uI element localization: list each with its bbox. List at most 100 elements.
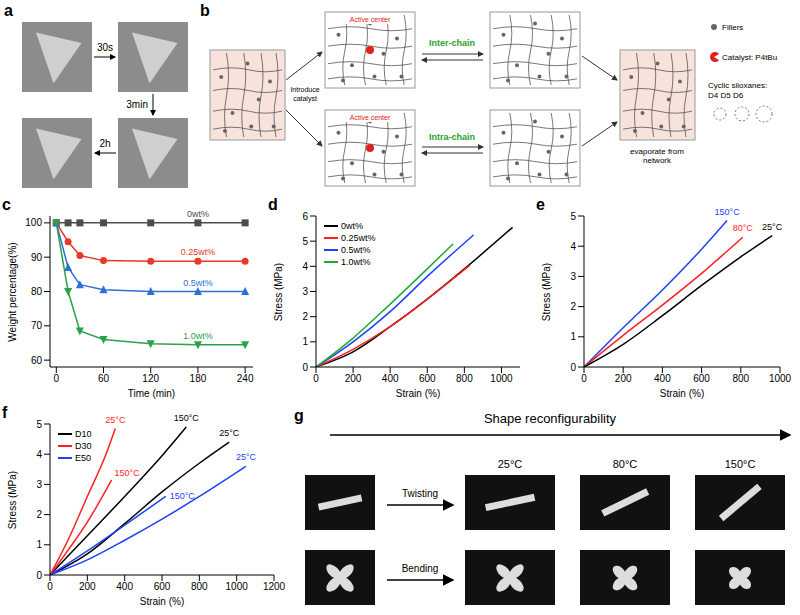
svg-text:70: 70 xyxy=(31,320,43,331)
svg-text:2h: 2h xyxy=(99,138,110,149)
svg-text:200: 200 xyxy=(615,373,632,384)
svg-text:D4 D5 D6: D4 D5 D6 xyxy=(708,91,744,100)
svg-text:5: 5 xyxy=(36,419,42,430)
svg-text:2: 2 xyxy=(36,509,42,520)
svg-text:0: 0 xyxy=(570,362,576,373)
svg-text:0wt%: 0wt% xyxy=(187,209,209,219)
svg-text:Shape reconfigurability: Shape reconfigurability xyxy=(484,411,617,426)
svg-text:Active center: Active center xyxy=(350,114,391,121)
svg-text:g: g xyxy=(294,407,304,424)
html-text:Stress (MPa): Stress (MPa) xyxy=(6,470,18,529)
svg-text:400: 400 xyxy=(654,373,671,384)
svg-text:catalyst: catalyst xyxy=(293,95,317,103)
svg-text:Twisting: Twisting xyxy=(402,488,438,499)
svg-text:0.25wt%: 0.25wt% xyxy=(181,247,216,257)
svg-text:25°C: 25°C xyxy=(762,222,783,232)
svg-text:25°C: 25°C xyxy=(219,428,240,438)
svg-text:1: 1 xyxy=(570,331,576,342)
svg-text:25°C: 25°C xyxy=(498,458,523,470)
svg-text:0: 0 xyxy=(581,373,587,384)
svg-text:Inter-chain: Inter-chain xyxy=(429,38,475,48)
html-text:D10: D10 xyxy=(75,429,92,439)
svg-text:0: 0 xyxy=(302,362,308,373)
svg-text:4: 4 xyxy=(302,261,308,272)
svg-text:60: 60 xyxy=(98,373,110,384)
svg-text:800: 800 xyxy=(732,373,749,384)
html-text:Time (min): Time (min) xyxy=(127,387,176,399)
html-text:Weight percentage(%): Weight percentage(%) xyxy=(6,241,18,342)
svg-text:80°C: 80°C xyxy=(613,458,638,470)
svg-text:2: 2 xyxy=(570,301,576,312)
svg-text:3min: 3min xyxy=(126,99,148,110)
svg-text:Bending: Bending xyxy=(402,563,439,574)
svg-text:120: 120 xyxy=(142,373,159,384)
svg-text:400: 400 xyxy=(382,373,399,384)
svg-text:0: 0 xyxy=(313,373,319,384)
svg-text:150°C: 150°C xyxy=(725,458,756,470)
html-text:1.0wt%: 1.0wt% xyxy=(341,257,371,267)
svg-text:3: 3 xyxy=(570,271,576,282)
svg-text:4: 4 xyxy=(570,241,576,252)
svg-text:150°C: 150°C xyxy=(170,491,196,501)
html-text:Stress (MPa): Stress (MPa) xyxy=(540,262,552,321)
svg-text:800: 800 xyxy=(191,581,208,592)
svg-text:150°C: 150°C xyxy=(715,207,741,217)
svg-text:network: network xyxy=(643,156,672,165)
svg-text:200: 200 xyxy=(345,373,362,384)
svg-text:3: 3 xyxy=(302,286,308,297)
svg-text:1000: 1000 xyxy=(769,373,792,384)
svg-text:60: 60 xyxy=(31,355,43,366)
svg-text:Intra-chain: Intra-chain xyxy=(429,132,475,142)
svg-text:1.0wt%: 1.0wt% xyxy=(183,331,213,341)
svg-text:0: 0 xyxy=(47,581,53,592)
svg-text:1: 1 xyxy=(302,336,308,347)
svg-text:80°C: 80°C xyxy=(733,223,754,233)
svg-text:1000: 1000 xyxy=(226,581,249,592)
svg-text:240: 240 xyxy=(237,373,254,384)
svg-text:Introduce: Introduce xyxy=(290,86,319,93)
svg-text:Fillers: Fillers xyxy=(722,23,743,32)
svg-text:0: 0 xyxy=(54,373,60,384)
svg-text:25°C: 25°C xyxy=(105,415,126,425)
svg-text:a: a xyxy=(4,2,13,19)
svg-text:150°C: 150°C xyxy=(174,413,200,423)
svg-text:0: 0 xyxy=(36,570,42,581)
svg-text:1200: 1200 xyxy=(263,581,286,592)
svg-text:5: 5 xyxy=(302,236,308,247)
html-text:Stress (MPa): Stress (MPa) xyxy=(272,262,284,321)
svg-text:4: 4 xyxy=(36,449,42,460)
html-text:d: d xyxy=(268,196,278,213)
svg-text:30s: 30s xyxy=(97,42,113,53)
svg-text:evaporate from: evaporate from xyxy=(630,147,684,156)
svg-text:Cyclic siloxanes:: Cyclic siloxanes: xyxy=(708,81,767,90)
svg-text:b: b xyxy=(200,2,210,19)
html-text:Strain (%): Strain (%) xyxy=(395,387,441,399)
svg-text:1000: 1000 xyxy=(490,373,513,384)
svg-text:400: 400 xyxy=(116,581,133,592)
svg-text:3: 3 xyxy=(36,479,42,490)
html-text:Strain (%): Strain (%) xyxy=(659,387,705,399)
svg-text:6: 6 xyxy=(302,211,308,222)
svg-text:25°C: 25°C xyxy=(236,452,257,462)
svg-text:1: 1 xyxy=(36,539,42,550)
svg-text:80: 80 xyxy=(31,286,43,297)
html-text:0.5wt%: 0.5wt% xyxy=(341,245,371,255)
svg-text:Active center: Active center xyxy=(350,16,391,23)
svg-text:800: 800 xyxy=(456,373,473,384)
html-text:0wt%: 0wt% xyxy=(341,221,363,231)
svg-text:150°C: 150°C xyxy=(115,468,141,478)
html-text:D30: D30 xyxy=(75,441,92,451)
svg-text:600: 600 xyxy=(154,581,171,592)
svg-text:0.5wt%: 0.5wt% xyxy=(183,278,213,288)
svg-text:Catalyst: P4tBu: Catalyst: P4tBu xyxy=(722,53,777,62)
svg-text:100: 100 xyxy=(25,217,42,228)
html-text:Strain (%): Strain (%) xyxy=(139,595,185,607)
svg-text:90: 90 xyxy=(31,252,43,263)
svg-text:2: 2 xyxy=(302,311,308,322)
svg-text:5: 5 xyxy=(570,211,576,222)
svg-text:180: 180 xyxy=(190,373,207,384)
svg-text:200: 200 xyxy=(79,581,96,592)
html-text:0.25wt%: 0.25wt% xyxy=(341,233,376,243)
svg-text:600: 600 xyxy=(693,373,710,384)
svg-text:600: 600 xyxy=(419,373,436,384)
